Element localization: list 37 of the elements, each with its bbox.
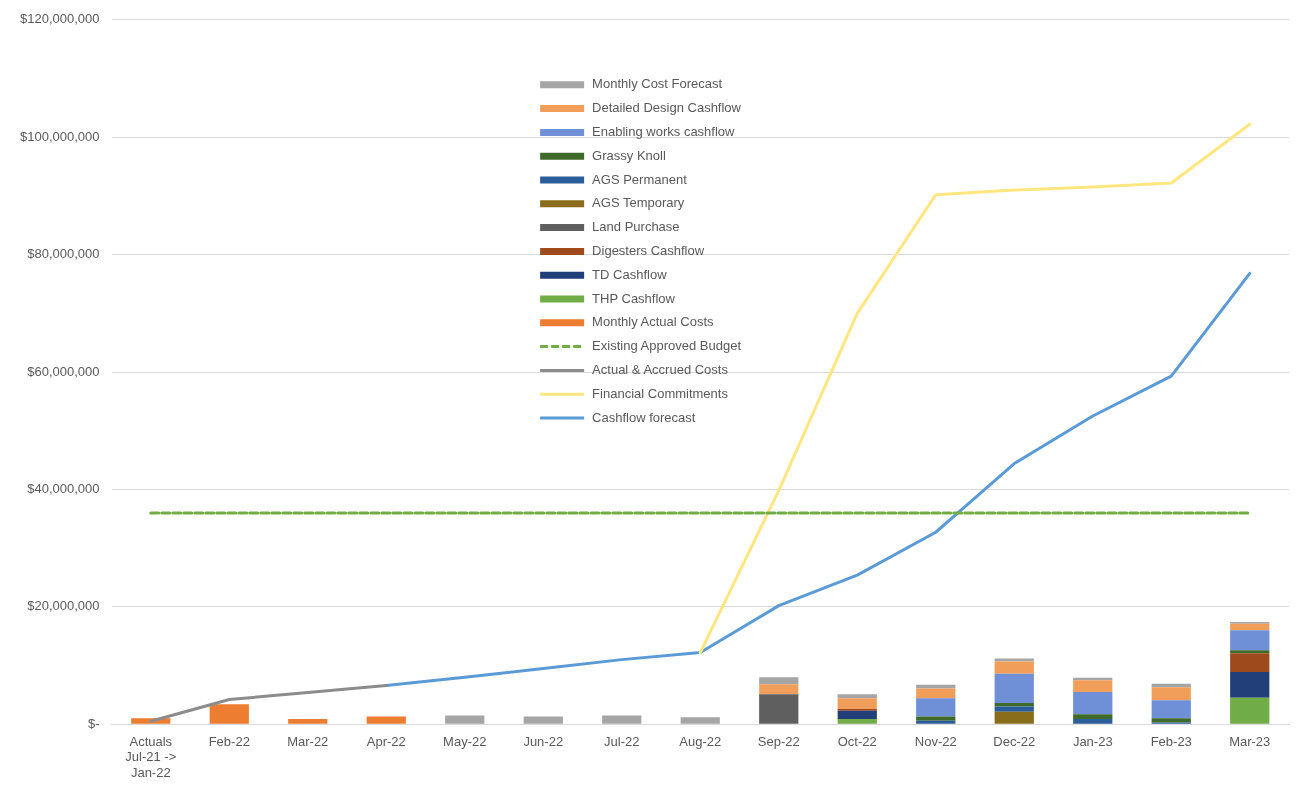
legend-label: Cashflow forecast [592, 409, 696, 425]
legend-label: Enabling works cashflow [592, 123, 736, 139]
x-tick-label: Nov-22 [914, 733, 957, 749]
x-tick-label: May-22 [443, 733, 487, 749]
y-tick-label: $- [87, 715, 100, 731]
x-tick-label: Mar-22 [287, 733, 329, 749]
y-tick-label: $60,000,000 [27, 363, 100, 379]
x-tick-label: Sep-22 [757, 733, 800, 749]
x-tick-label: Actuals Jul-21 -> Jan-22 [125, 733, 177, 780]
legend-label: THP Cashflow [592, 290, 676, 306]
x-tick-label: Jul-22 [604, 733, 640, 749]
x-tick-label: Aug-22 [679, 733, 722, 749]
legend-label: Monthly Actual Costs [592, 314, 715, 330]
legend-label: Digesters Cashflow [592, 242, 705, 258]
x-tick-label: Jan-23 [1072, 733, 1113, 749]
y-tick-label: $120,000,000 [19, 11, 100, 27]
legend-label: Existing Approved Budget [592, 338, 742, 354]
legend-label: Detailed Design Cashflow [592, 100, 742, 116]
x-tick-label: Feb-23 [1150, 733, 1192, 749]
legend-label: Grassy Knoll [592, 147, 666, 163]
y-tick-label: $40,000,000 [27, 480, 100, 496]
y-tick-label: $100,000,000 [19, 128, 100, 144]
legend-label: TD Cashflow [592, 266, 668, 282]
x-tick-label: Dec-22 [993, 733, 1036, 749]
y-tick-label: $20,000,000 [27, 598, 100, 614]
legend-label: Financial Commitments [592, 385, 729, 401]
x-tick-label: Feb-22 [208, 733, 250, 749]
legend-label: Actual & Accrued Costs [592, 361, 729, 377]
x-tick-label: Oct-22 [837, 733, 877, 749]
legend-label: AGS Permanent [592, 171, 688, 187]
legend-label: AGS Temporary [592, 195, 685, 211]
x-tick-label: Mar-23 [1229, 733, 1271, 749]
y-tick-label: $80,000,000 [27, 246, 100, 262]
x-tick-label: Jun-22 [523, 733, 564, 749]
x-tick-label: Apr-22 [366, 733, 406, 749]
legend-label: Land Purchase [592, 219, 680, 235]
legend-label: Monthly Cost Forecast [592, 76, 723, 92]
